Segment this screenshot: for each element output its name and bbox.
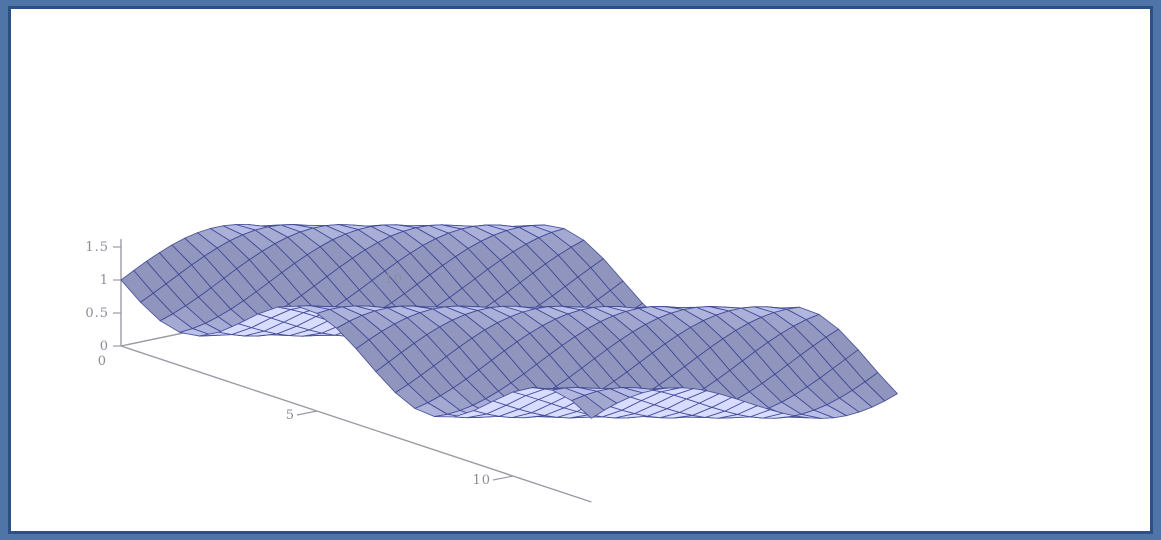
z-tick-label: 0 xyxy=(100,339,109,354)
y-axis-line xyxy=(120,345,592,503)
tick-labels: 0 0.5 1 1.5 10 0 5 10 xyxy=(85,240,491,488)
surface-mesh xyxy=(120,224,898,419)
y-tick-label: 5 xyxy=(286,408,295,423)
z-tick-label: 1 xyxy=(100,273,109,288)
y-tick-label: 10 xyxy=(472,473,491,488)
x-tick-label: 10 xyxy=(384,272,403,287)
surface-plot: 0 0.5 1 1.5 10 0 5 10 xyxy=(85,224,898,503)
plot-frame: 0 0.5 1 1.5 10 0 5 10 xyxy=(8,6,1153,534)
y-tick-label: 0 xyxy=(98,354,107,369)
y-tick-mark xyxy=(296,410,318,416)
z-tick-label: 0.5 xyxy=(85,306,109,321)
z-tick-label: 1.5 xyxy=(85,240,109,255)
y-tick-mark xyxy=(492,475,514,481)
surface-patch xyxy=(571,394,605,419)
